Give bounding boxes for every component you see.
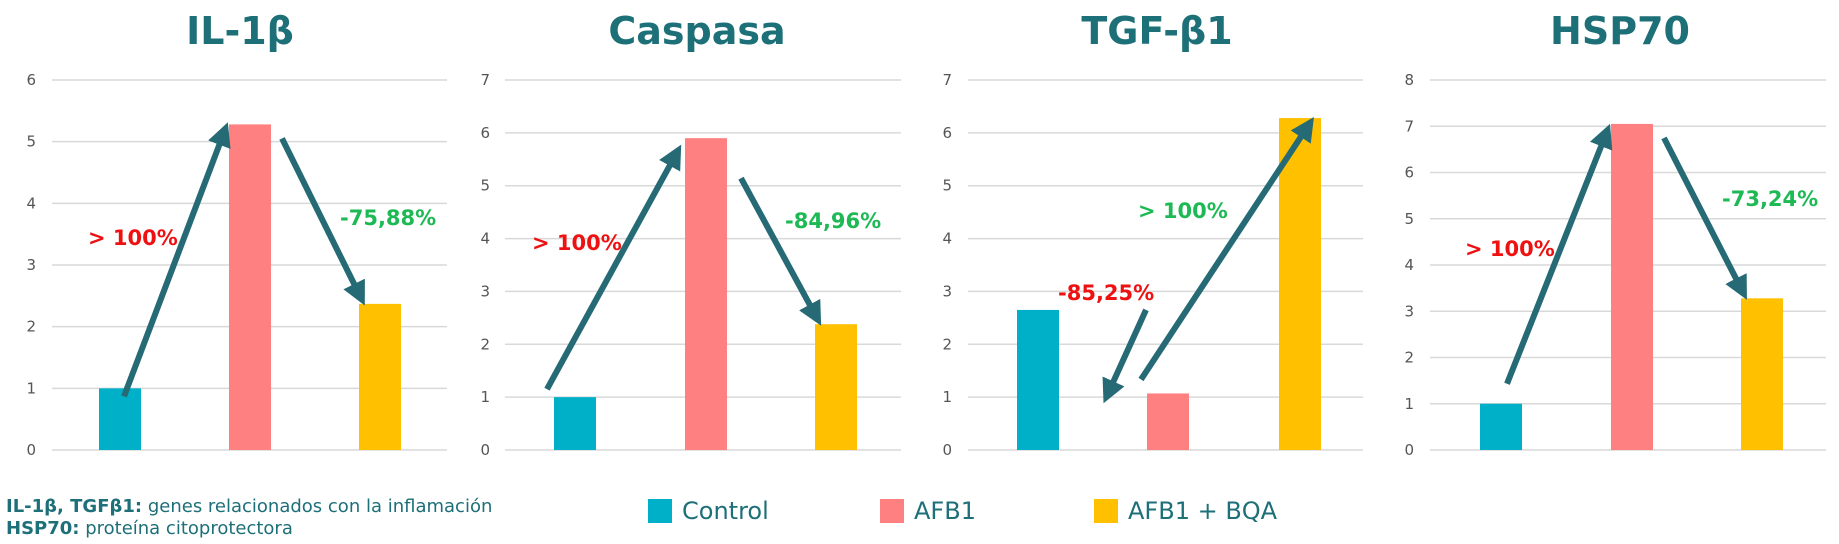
y-tick-label: 6 [26,71,36,89]
change-arrow [1102,308,1149,404]
change-annotation: -85,25% [1058,281,1154,305]
change-arrow [121,122,231,398]
change-arrow [1138,117,1314,382]
y-tick-label: 1 [942,388,952,406]
y-tick-label: 1 [1404,395,1414,413]
footnote-line-2-text: proteína citoprotectora [79,518,293,539]
y-tick-label: 2 [942,335,952,353]
y-tick-label: 0 [1404,441,1414,459]
y-tick-label: 0 [942,441,952,459]
legend-swatch-control [648,499,672,523]
chart-title: TGF-β1 [1081,9,1232,53]
y-tick-label: 1 [26,379,36,397]
change-annotation: -73,24% [1722,187,1818,211]
change-arrow [1661,136,1747,300]
chart-1: Caspasa 0 1 2 3 4 5 6 7 > 100% -84,96% [480,9,901,459]
footnote-line-1-bold: IL-1β, TGFβ1: [6,496,143,517]
y-tick-label: 1 [480,388,490,406]
chart-3: HSP70 0 1 2 3 4 5 6 7 8 > 100% -73,24% [1404,9,1826,459]
y-tick-label: 8 [1404,71,1414,89]
bar-control [1017,309,1059,450]
change-arrow [279,137,365,306]
y-tick-label: 2 [1404,349,1414,367]
bar-afb1 [685,138,727,450]
y-tick-label: 0 [26,441,36,459]
legend-label-afb1: AFB1 [914,497,976,525]
y-tick-label: 2 [26,318,36,336]
y-tick-label: 3 [26,256,36,274]
bar-afb1-bqa [359,303,401,450]
y-tick-label: 3 [480,282,490,300]
bar-afb1 [1147,393,1189,450]
legend-label-afb1-bqa: AFB1 + BQA [1128,497,1278,525]
change-arrow [544,144,682,391]
bar-afb1-bqa [815,324,857,450]
legend-item-afb1: AFB1 [880,497,976,525]
chart-0: IL-1β 0 1 2 3 4 5 6 > 100% -75,88% [26,9,447,459]
bar-control [1480,403,1522,450]
change-arrow [1504,123,1613,385]
y-tick-label: 4 [480,230,490,248]
y-tick-label: 5 [26,133,36,151]
bar-afb1-bqa [1741,298,1783,450]
y-tick-label: 6 [1404,164,1414,182]
bar-control [554,397,596,450]
bar-afb1-bqa [1279,118,1321,451]
change-annotation: > 100% [532,231,622,255]
y-tick-label: 2 [480,335,490,353]
y-tick-label: 7 [480,71,490,89]
y-tick-label: 7 [942,71,952,89]
footnote-line-1-text: genes relacionados con la inflamación [142,496,493,517]
change-annotation: -84,96% [785,209,881,233]
y-tick-label: 5 [1404,210,1414,228]
y-tick-label: 4 [26,194,36,212]
legend-swatch-afb1 [880,499,904,523]
y-tick-label: 3 [1404,302,1414,320]
y-tick-label: 6 [480,124,490,142]
chart-title: IL-1β [186,9,294,53]
y-tick-label: 3 [942,282,952,300]
bar-afb1 [1611,123,1653,450]
bar-afb1 [229,124,271,451]
y-tick-label: 4 [942,230,952,248]
chart-title: Caspasa [608,9,785,53]
change-annotation: > 100% [88,226,178,250]
bar-control [99,388,141,450]
legend-item-control: Control [648,497,769,525]
footnote-line-2-bold: HSP70: [6,518,80,539]
chart-title: HSP70 [1550,9,1690,53]
legend-label-control: Control [682,497,769,525]
y-tick-label: 0 [480,441,490,459]
chart-2: TGF-β1 0 1 2 3 4 5 6 7 -85,25% > 100% [942,9,1363,459]
change-arrow [738,176,822,326]
footnote-line-2: HSP70: proteína citoprotectora [6,518,492,540]
legend-item-afb1-bqa: AFB1 + BQA [1094,497,1277,525]
change-annotation: > 100% [1465,237,1555,261]
footnote-line-1: IL-1β, TGFβ1: genes relacionados con la … [6,496,492,518]
y-tick-label: 4 [1404,256,1414,274]
y-tick-label: 7 [1404,117,1414,135]
change-annotation: -75,88% [340,206,436,230]
legend-swatch-afb1-bqa [1094,499,1118,523]
y-tick-label: 5 [942,177,952,195]
y-tick-label: 6 [942,124,952,142]
y-tick-label: 5 [480,177,490,195]
footnote: IL-1β, TGFβ1: genes relacionados con la … [6,496,492,540]
change-annotation: > 100% [1138,199,1228,223]
